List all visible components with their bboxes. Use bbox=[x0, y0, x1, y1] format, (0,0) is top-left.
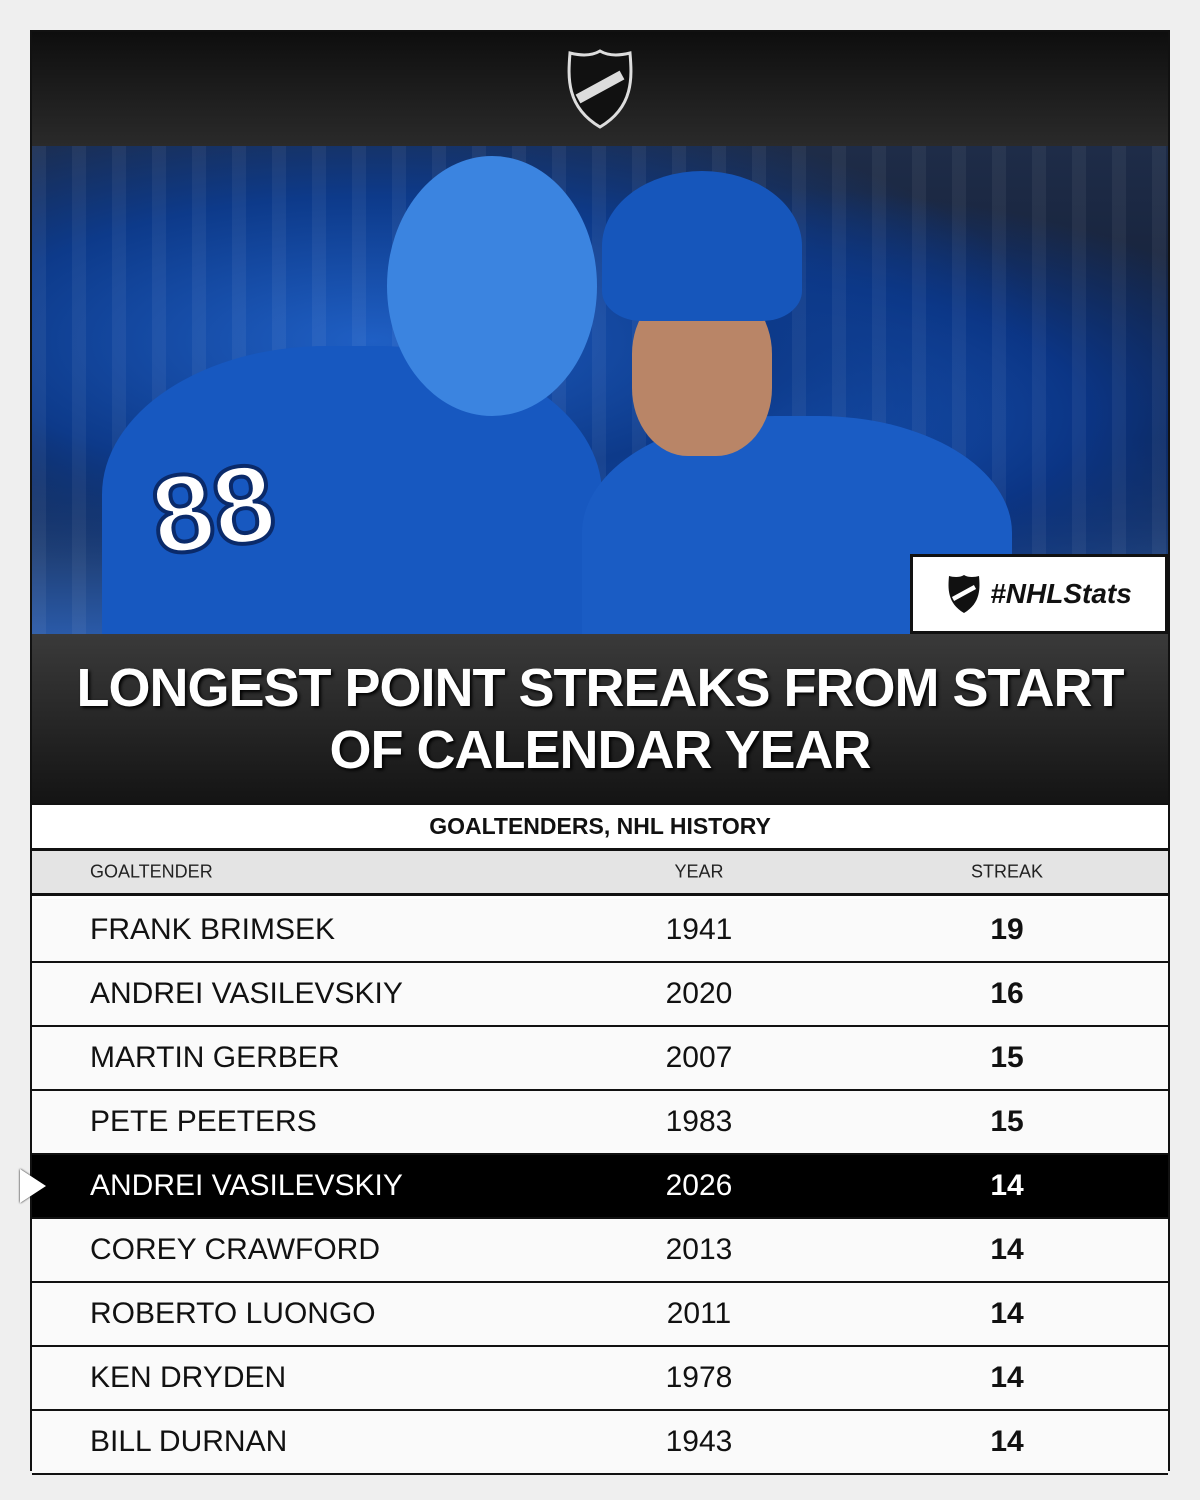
goalie-mask bbox=[387, 156, 597, 416]
nhl-shield-icon bbox=[948, 575, 980, 613]
table-row: PETE PEETERS 1983 15 bbox=[32, 1091, 1168, 1155]
year: 2026 bbox=[665, 1169, 733, 1202]
hashtag-badge: #NHLStats bbox=[910, 554, 1168, 634]
year: 1983 bbox=[665, 1105, 733, 1138]
streak: 19 bbox=[990, 913, 1024, 946]
title-line-2: OF CALENDAR YEAR bbox=[329, 719, 871, 780]
streak: 14 bbox=[990, 1233, 1024, 1266]
table-row: ANDREI VASILEVSKIY 2026 14 bbox=[20, 1155, 1168, 1219]
jersey-number: 88 bbox=[142, 438, 284, 581]
table-row: ROBERTO LUONGO 2011 14 bbox=[32, 1283, 1168, 1347]
goaltender-name: BILL DURNAN bbox=[90, 1425, 288, 1458]
goaltender-name: ANDREI VASILEVSKIY bbox=[90, 1169, 403, 1202]
goaltender-name: ROBERTO LUONGO bbox=[90, 1297, 376, 1330]
highlight-arrow-icon bbox=[20, 1169, 46, 1203]
year: 2007 bbox=[665, 1041, 733, 1074]
table-row: FRANK BRIMSEK 1941 19 bbox=[32, 899, 1168, 963]
hashtag-text: #NHLStats bbox=[990, 578, 1132, 609]
streak: 14 bbox=[990, 1169, 1024, 1202]
goaltender-name: FRANK BRIMSEK bbox=[90, 913, 336, 946]
table-row: KEN DRYDEN 1978 14 bbox=[32, 1347, 1168, 1411]
goaltender-name: COREY CRAWFORD bbox=[90, 1233, 381, 1266]
graphic-frame: 88 #NHLStats LONGEST POINT STREAKS FROM … bbox=[20, 30, 1170, 1475]
skater-helmet bbox=[602, 171, 802, 321]
goaltender-name: PETE PEETERS bbox=[90, 1105, 317, 1138]
streak: 14 bbox=[990, 1297, 1024, 1330]
table-row: COREY CRAWFORD 2013 14 bbox=[32, 1219, 1168, 1283]
streak: 15 bbox=[990, 1041, 1024, 1074]
table-row: ANDREI VASILEVSKIY 2020 16 bbox=[32, 963, 1168, 1027]
col-streak: STREAK bbox=[970, 861, 1044, 882]
goaltender-name: MARTIN GERBER bbox=[90, 1041, 340, 1074]
year: 1943 bbox=[665, 1425, 733, 1458]
table-row: BILL DURNAN 1943 14 bbox=[32, 1411, 1168, 1475]
title-band: LONGEST POINT STREAKS FROM START OF CALE… bbox=[32, 634, 1168, 803]
header-bar bbox=[32, 32, 1168, 146]
col-year: YEAR bbox=[674, 861, 724, 882]
nhl-logo-icon bbox=[567, 49, 633, 129]
year: 1978 bbox=[665, 1361, 733, 1394]
subtitle: GOALTENDERS, NHL HISTORY bbox=[32, 803, 1168, 851]
goaltender-name: ANDREI VASILEVSKIY bbox=[90, 977, 403, 1010]
hero-photo: 88 #NHLStats bbox=[32, 146, 1168, 634]
streak: 15 bbox=[990, 1105, 1024, 1138]
year: 2011 bbox=[666, 1297, 732, 1330]
streak: 14 bbox=[990, 1361, 1024, 1394]
goaltender-name: KEN DRYDEN bbox=[90, 1361, 287, 1394]
streak: 14 bbox=[990, 1425, 1024, 1458]
title-line-1: LONGEST POINT STREAKS FROM START bbox=[76, 657, 1125, 718]
year: 1941 bbox=[665, 913, 733, 946]
col-goaltender: GOALTENDER bbox=[90, 861, 213, 882]
streak: 16 bbox=[990, 977, 1024, 1010]
table-row: MARTIN GERBER 2007 15 bbox=[32, 1027, 1168, 1091]
year: 2013 bbox=[665, 1233, 733, 1266]
table-header: GOALTENDER YEAR STREAK bbox=[32, 851, 1168, 896]
year: 2020 bbox=[665, 977, 733, 1010]
